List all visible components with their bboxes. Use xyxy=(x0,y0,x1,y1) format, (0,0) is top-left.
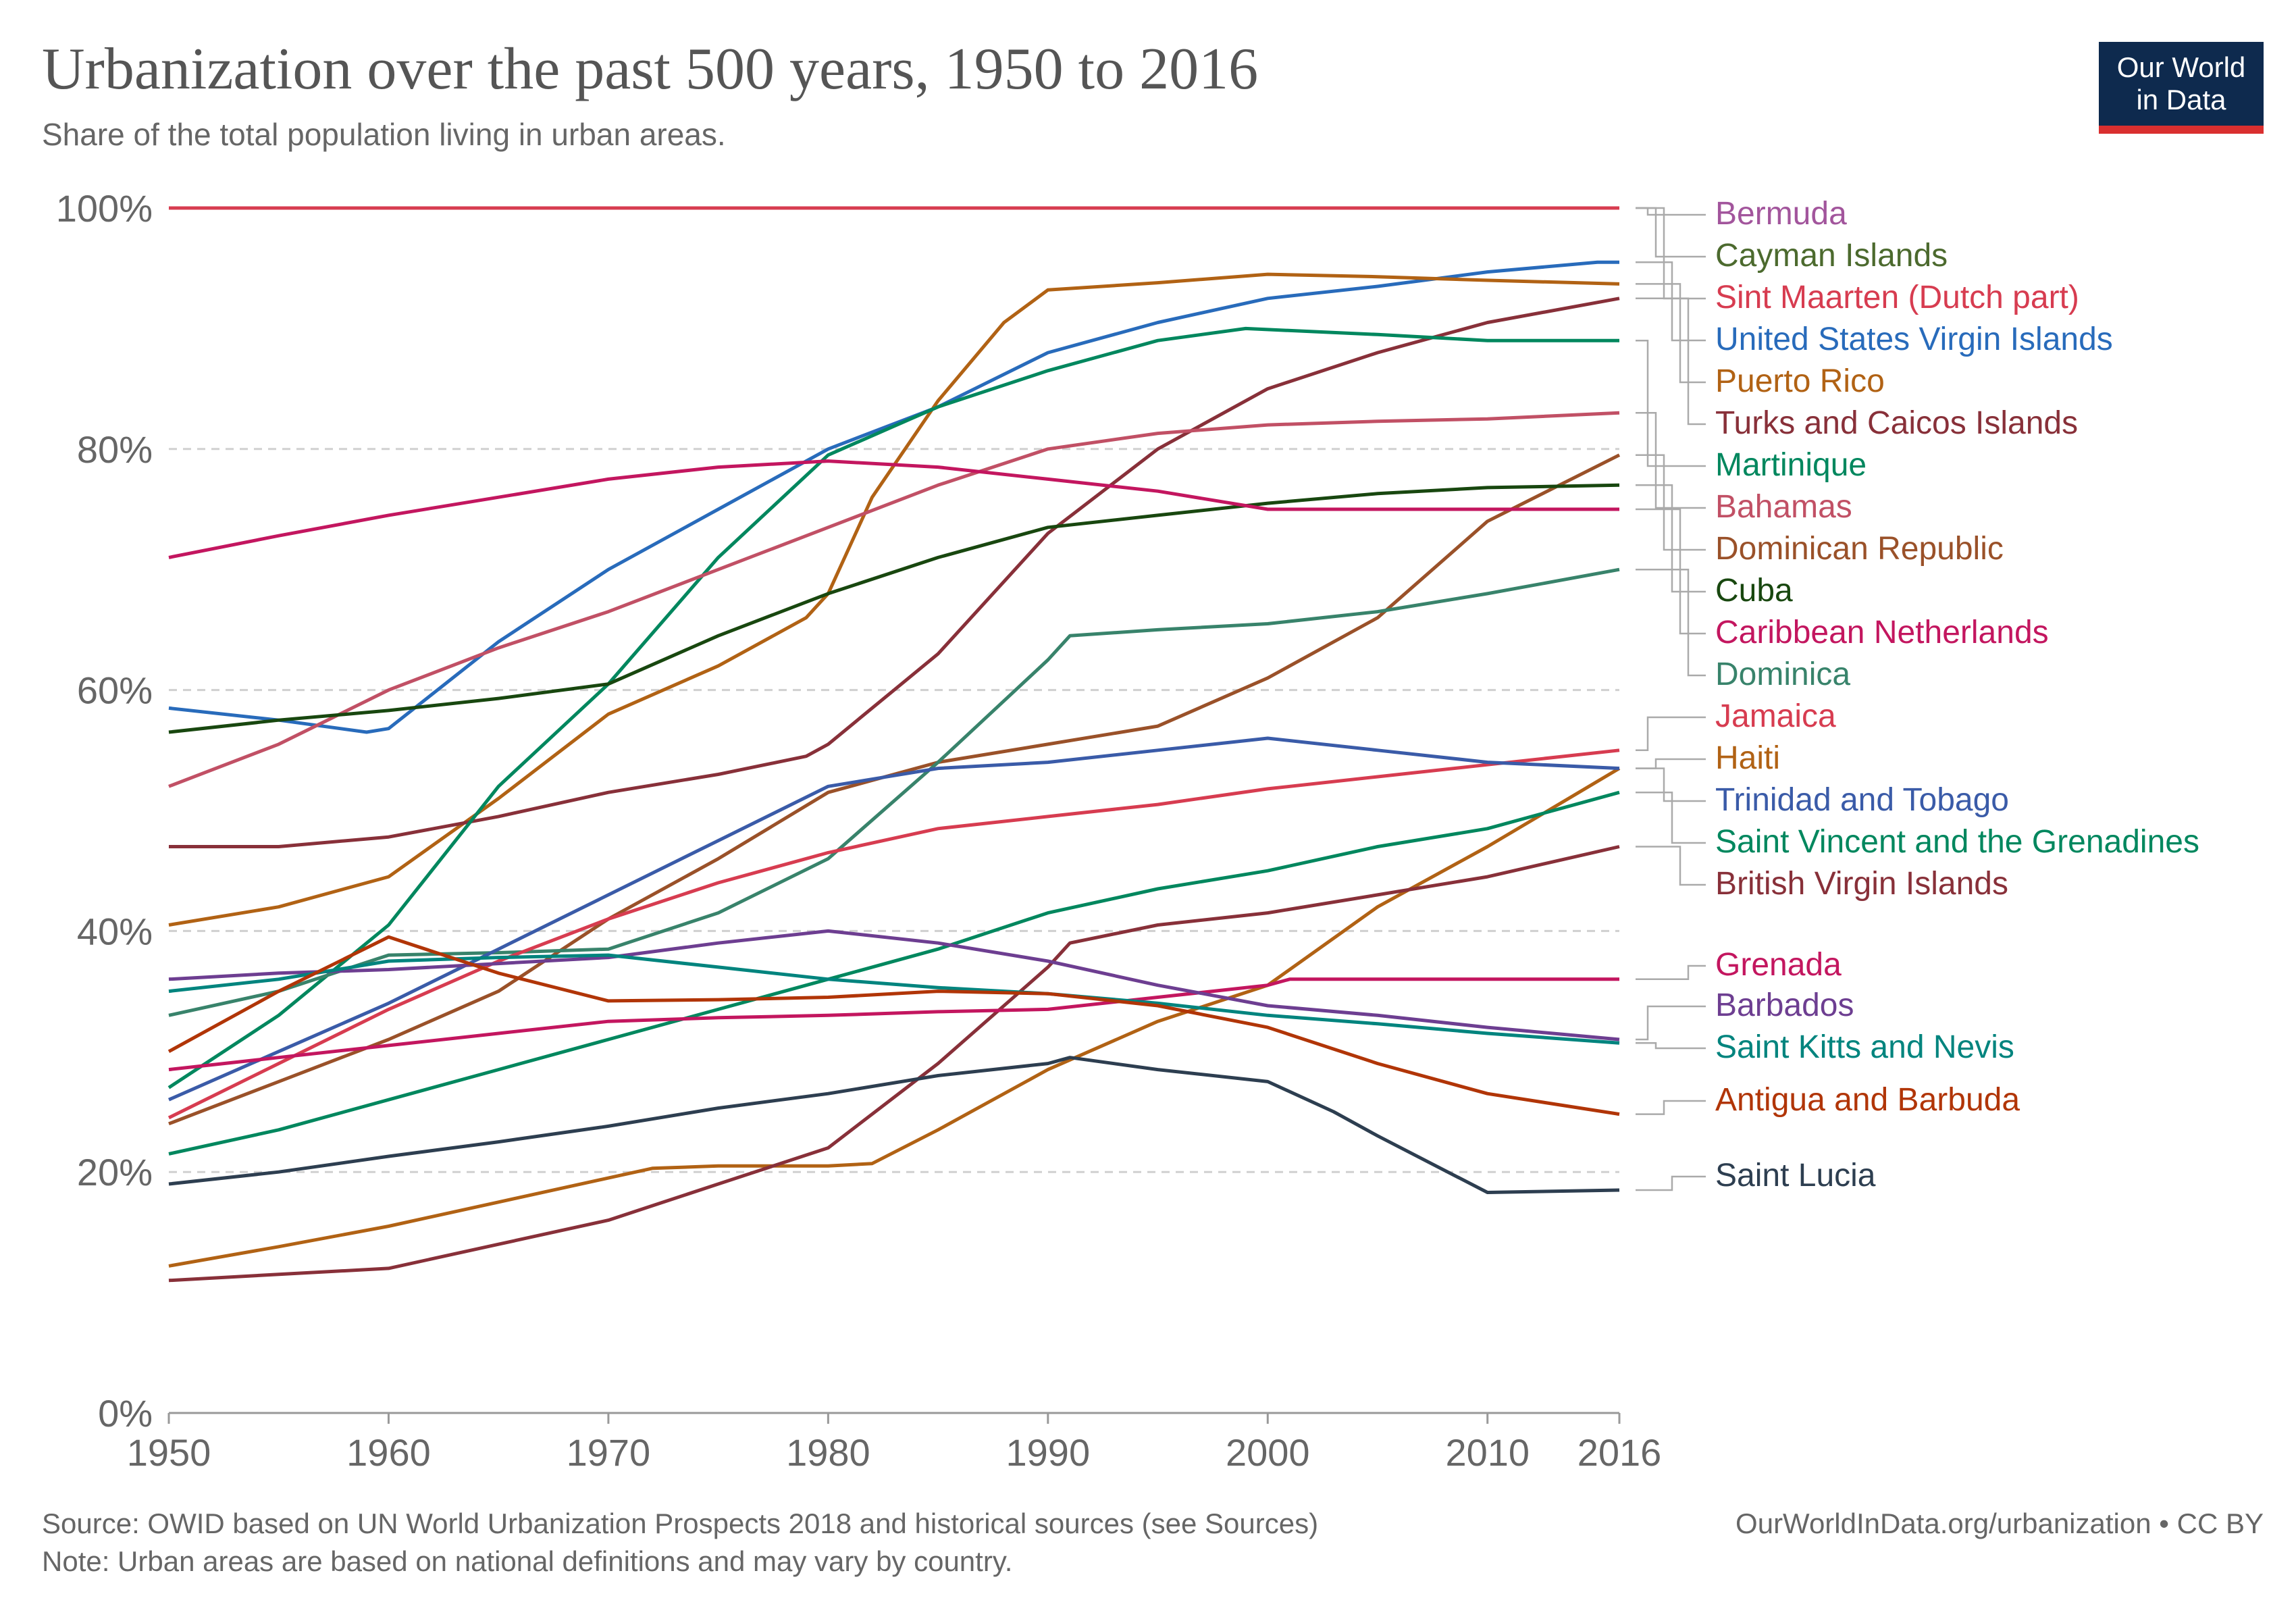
legend-connector xyxy=(1636,508,1706,635)
legend-label: Bahamas xyxy=(1715,489,1852,525)
legend-connector xyxy=(1636,261,1706,342)
footer-url[interactable]: OurWorldInData.org/urbanization • CC BY xyxy=(1736,1508,2264,1539)
legend-connector xyxy=(1636,1100,1706,1115)
x-tick-label: 1980 xyxy=(786,1431,870,1474)
legend-label: United States Virgin Islands xyxy=(1715,321,2113,357)
series-line xyxy=(167,326,1619,1089)
legend-label: Puerto Rico xyxy=(1715,363,1885,399)
series-line xyxy=(167,736,1620,1102)
series-line xyxy=(168,953,1620,1045)
legend-connector xyxy=(1636,758,1706,769)
x-tick-label: 2016 xyxy=(1577,1431,1662,1474)
series-line xyxy=(168,260,1619,734)
legend-connector xyxy=(1636,454,1706,551)
series-line xyxy=(168,929,1620,1041)
legend-connector xyxy=(1636,1175,1706,1191)
y-tick-label: 60% xyxy=(77,669,153,712)
legend-label: Haiti xyxy=(1715,740,1780,776)
y-tick-label: 100% xyxy=(56,187,153,230)
legend-connector xyxy=(1636,412,1706,509)
legend-label: Cuba xyxy=(1715,573,1793,609)
legend-label: Saint Lucia xyxy=(1715,1158,1876,1193)
x-tick-label: 1990 xyxy=(1006,1431,1091,1474)
series-line xyxy=(168,1056,1620,1194)
legend-label: Sint Maarten (Dutch part) xyxy=(1715,280,2079,315)
series-line xyxy=(167,935,1620,1116)
legend-connector xyxy=(1636,297,1706,426)
series-line xyxy=(168,567,1620,1017)
legend-connector xyxy=(1636,339,1706,467)
legend-connector xyxy=(1636,568,1706,677)
y-tick-label: 0% xyxy=(98,1392,153,1435)
legend-connector xyxy=(1636,716,1706,752)
legend-label: Trinidad and Tobago xyxy=(1715,782,2009,818)
series-line xyxy=(168,272,1620,927)
series-line xyxy=(169,297,1620,848)
logo-line-1: Our World xyxy=(2116,51,2246,83)
legend-connector xyxy=(1636,1005,1706,1041)
legend-label: Cayman Islands xyxy=(1715,238,1948,274)
legend-label: Barbados xyxy=(1715,987,1854,1023)
series-line xyxy=(168,767,1621,1268)
legend-connector xyxy=(1636,484,1706,593)
legend-label: Dominican Republic xyxy=(1715,531,2004,567)
series-line xyxy=(168,459,1619,559)
legend-label: Saint Vincent and the Grenadines xyxy=(1715,824,2199,860)
series-line xyxy=(168,845,1620,1283)
legend-label: Bermuda xyxy=(1715,196,1847,232)
legend-label: British Virgin Islands xyxy=(1715,866,2008,902)
legend-label: Grenada xyxy=(1715,947,1842,983)
legend-connector xyxy=(1636,791,1706,844)
legend-label: Antigua and Barbuda xyxy=(1715,1082,2020,1118)
legend-connector xyxy=(1636,1042,1706,1050)
legend-connector xyxy=(1636,207,1706,300)
y-tick-label: 40% xyxy=(77,910,153,952)
legend-label: Turks and Caicos Islands xyxy=(1715,405,2078,441)
legend-label: Martinique xyxy=(1715,447,1867,483)
series-line xyxy=(168,411,1620,788)
owid-logo[interactable]: Our World in Data xyxy=(2099,42,2264,134)
x-tick-label: 1950 xyxy=(127,1431,211,1474)
series-line xyxy=(168,977,1619,1072)
legend-label: Dominica xyxy=(1715,657,1850,692)
series-line xyxy=(168,790,1620,1156)
legend-connector xyxy=(1636,207,1706,216)
logo-line-2: in Data xyxy=(2136,84,2226,115)
series-line xyxy=(168,483,1620,734)
legend-connector xyxy=(1636,846,1706,886)
legend-label: Caribbean Netherlands xyxy=(1715,615,2049,650)
x-tick-label: 1960 xyxy=(346,1431,431,1474)
chart-subtitle: Share of the total population living in … xyxy=(42,117,726,152)
legend-connector xyxy=(1636,964,1706,981)
x-tick-label: 2010 xyxy=(1445,1431,1530,1474)
y-tick-label: 80% xyxy=(77,428,153,471)
x-tick-label: 2000 xyxy=(1226,1431,1310,1474)
legend-label: Saint Kitts and Nevis xyxy=(1715,1029,2014,1065)
series-line xyxy=(167,748,1620,1120)
legend-connector xyxy=(1636,767,1706,802)
x-tick-label: 1970 xyxy=(567,1431,651,1474)
legend-label: Jamaica xyxy=(1715,698,1836,734)
y-tick-label: 20% xyxy=(77,1151,153,1193)
chart-title: Urbanization over the past 500 years, 19… xyxy=(42,36,1259,102)
footer-source: Source: OWID based on UN World Urbanizat… xyxy=(42,1508,1319,1539)
legend-connector xyxy=(1636,283,1706,384)
series-line xyxy=(168,453,1621,1126)
footer-note: Note: Urban areas are based on national … xyxy=(42,1545,1013,1577)
line-chart: 0% 20% 40% 60% 80% 100% 1950 1960 1970 1980 1990 20… xyxy=(56,187,2199,1474)
